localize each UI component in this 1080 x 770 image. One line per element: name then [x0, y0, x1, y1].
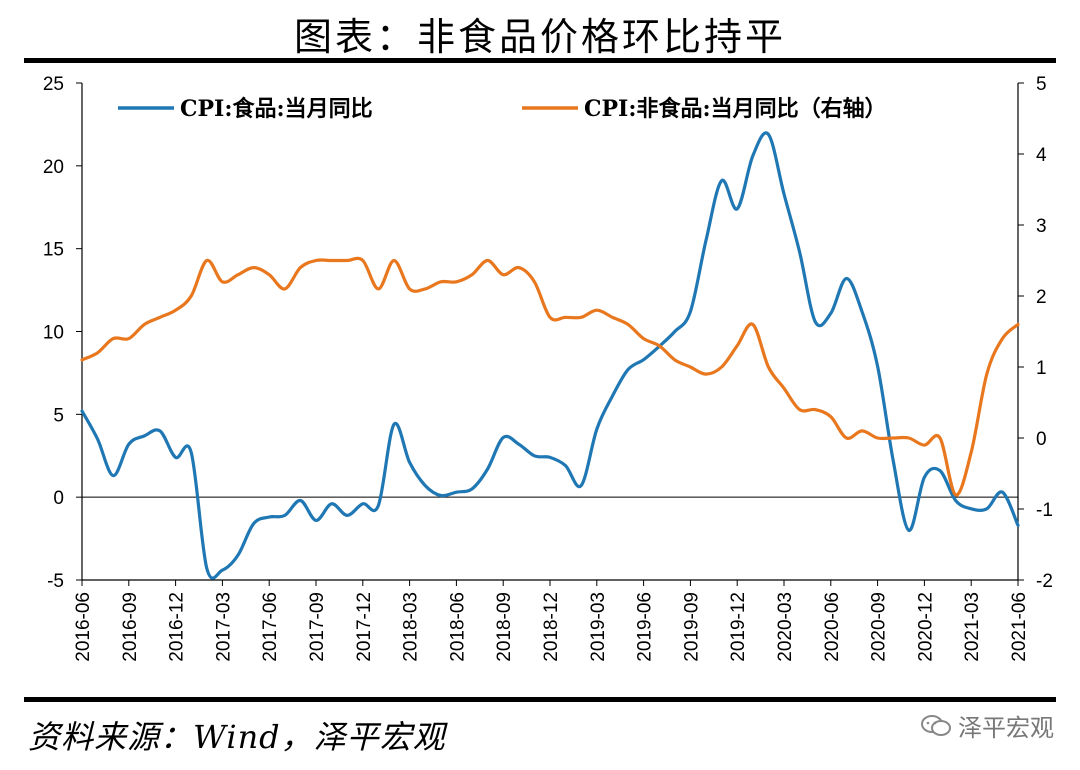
x-tick-label: 2017-03 — [213, 592, 234, 662]
x-tick-label: 2017-09 — [307, 592, 328, 662]
x-tick-label: 2016-12 — [167, 592, 188, 662]
source-note: 资料来源：Wind，泽平宏观 — [28, 718, 446, 756]
left-tick-label: 5 — [53, 405, 64, 426]
x-tick-label: 2018-12 — [541, 592, 562, 662]
left-tick-label: 0 — [53, 488, 64, 509]
x-tick-label: 2018-03 — [401, 592, 422, 662]
left-tick-label: 10 — [43, 323, 64, 344]
right-tick-label: -2 — [1036, 571, 1053, 592]
left-tick-label: 20 — [43, 157, 64, 178]
watermark-text: 泽平宏观 — [958, 714, 1054, 742]
x-tick-label: 2018-06 — [447, 592, 468, 662]
left-tick-label: 15 — [43, 240, 64, 261]
bottom-rule — [24, 697, 1056, 702]
x-tick-label: 2017-06 — [260, 592, 281, 662]
chart-title: 图表：非食品价格环比持平 — [293, 15, 786, 59]
chart-canvas: -5 0 5 10 15 20 25 -2 -1 0 1 2 3 4 5 2016-06 2016-09 2016… — [43, 74, 1053, 662]
x-tick-label: 2020-03 — [775, 592, 796, 662]
x-tick-label: 2018-09 — [494, 592, 515, 662]
right-tick-label: 0 — [1036, 429, 1047, 450]
x-tick-label: 2020-06 — [822, 592, 843, 662]
x-tick-label: 2021-06 — [1009, 592, 1030, 662]
x-tick-label: 2017-12 — [354, 592, 375, 662]
right-tick-label: 4 — [1036, 145, 1047, 166]
x-tick-label: 2021-03 — [962, 592, 983, 662]
right-tick-label: 3 — [1036, 216, 1047, 237]
x-tick-label: 2020-09 — [869, 592, 890, 662]
x-tick-label: 2019-12 — [728, 592, 749, 662]
right-tick-label: -1 — [1036, 500, 1053, 521]
series-line-food — [80, 131, 1020, 580]
right-tick-label: 5 — [1036, 74, 1047, 95]
legend-label-food: CPI:食品:当月同比 — [180, 96, 373, 122]
x-tick-label: 2019-03 — [588, 592, 609, 662]
x-tick-label: 2019-09 — [681, 592, 702, 662]
right-tick-label: 2 — [1036, 287, 1047, 308]
top-rule — [24, 58, 1056, 63]
left-tick-label: -5 — [47, 571, 64, 592]
legend-label-nonfood: CPI:非食品:当月同比（右轴） — [584, 96, 887, 122]
right-tick-label: 1 — [1036, 358, 1047, 379]
left-tick-label: 25 — [43, 74, 64, 95]
chat-bubble-icon — [921, 714, 951, 736]
x-tick-label: 2020-12 — [915, 592, 936, 662]
x-tick-label: 2019-06 — [635, 592, 656, 662]
series-line-nonfood — [80, 256, 1020, 497]
x-tick-label: 2016-09 — [120, 592, 141, 662]
x-tick-label: 2016-06 — [73, 592, 94, 662]
watermark: 泽平宏观 — [920, 708, 1054, 743]
